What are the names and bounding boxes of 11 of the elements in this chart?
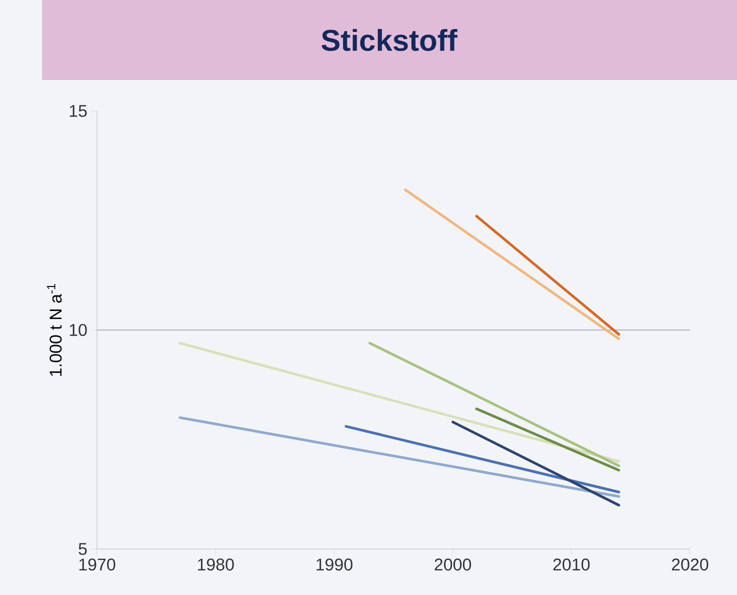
y-tick-label: 5 [78, 543, 87, 555]
x-tick-label: 2020 [672, 558, 708, 571]
x-tick-label: 1970 [79, 558, 116, 571]
x-tick-label: 2010 [553, 558, 590, 571]
chart-title: Stickstoff [322, 28, 458, 52]
y-tick-label: 15 [70, 105, 87, 117]
y-tick-label: 10 [70, 324, 87, 336]
y-axis-title: 1.000 t N a$^{-1}$ [47, 284, 62, 376]
x-tick-label: 1990 [316, 558, 352, 571]
x-tick-label: 1980 [198, 558, 234, 571]
x-tick-label: 2000 [434, 558, 472, 571]
